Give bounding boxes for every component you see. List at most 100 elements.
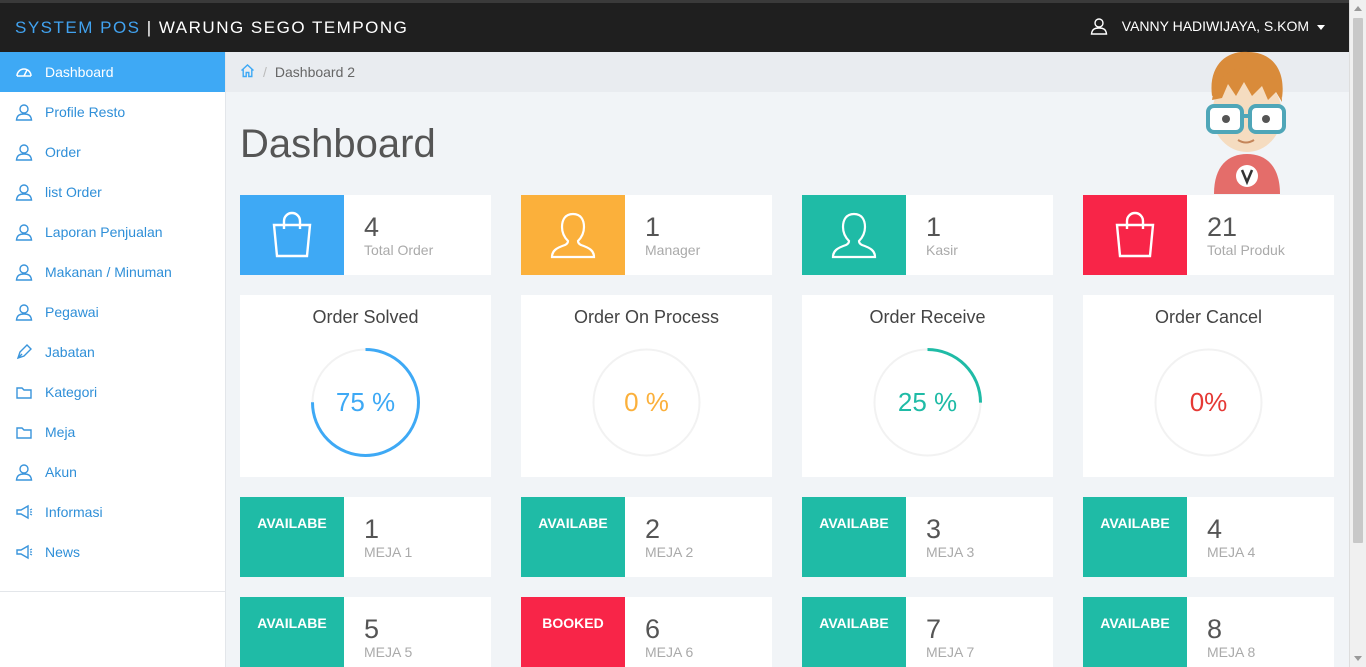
breadcrumb: / Dashboard 2	[226, 52, 1349, 92]
sidebar-item-label: Meja	[45, 424, 76, 440]
table-card[interactable]: AVAILABE 2 MEJA 2	[521, 497, 772, 577]
sidebar-item-pegawai[interactable]: Pegawai	[0, 292, 225, 332]
stat-value: 1	[645, 212, 661, 242]
gauge-title: Order Solved	[312, 307, 419, 327]
table-card[interactable]: AVAILABE 3 MEJA 3	[802, 497, 1053, 577]
table-number: 1	[364, 514, 380, 544]
sidebar-item-makanan-minuman[interactable]: Makanan / Minuman	[0, 252, 225, 292]
sidebar-item-informasi[interactable]: Informasi	[0, 492, 225, 532]
sidebar-item-list-order[interactable]: list Order	[0, 172, 225, 212]
sidebar-item-label: Pegawai	[45, 304, 99, 320]
stat-label: Total Produk	[1207, 242, 1285, 258]
table-status: AVAILABE	[1100, 515, 1170, 531]
sidebar-item-akun[interactable]: Akun	[0, 452, 225, 492]
shopping-bag-icon	[1083, 195, 1187, 275]
home-icon[interactable]	[240, 63, 255, 81]
table-number: 6	[645, 614, 661, 644]
sidebar-item-laporan-penjualan[interactable]: Laporan Penjualan	[0, 212, 225, 252]
stat-card[interactable]: 1 Kasir	[802, 195, 1053, 275]
user-icon	[15, 463, 33, 481]
table-status-tile	[521, 597, 625, 667]
table-status: AVAILABE	[538, 515, 608, 531]
progress-ring-arc	[311, 348, 420, 457]
table-card[interactable]: AVAILABE 1 MEJA 1	[240, 497, 491, 577]
sidebar-item-kategori[interactable]: Kategori	[0, 372, 225, 412]
sidebar-item-profile-resto[interactable]: Profile Resto	[0, 92, 225, 132]
user-icon	[15, 263, 33, 281]
scroll-up-icon[interactable]	[1354, 6, 1362, 11]
table-status-tile	[802, 497, 906, 577]
stat-card[interactable]: 4 Total Order	[240, 195, 491, 275]
sidebar-divider	[0, 591, 225, 592]
gauge-card: Order Solved 75 %	[240, 295, 491, 477]
user-icon	[15, 223, 33, 241]
sidebar-item-label: Informasi	[45, 504, 103, 520]
progress-ring	[1154, 348, 1263, 457]
table-card[interactable]: AVAILABE 5 MEJA 5	[240, 597, 491, 667]
user-name: VANNY HADIWIJAYA, S.KOM	[1121, 18, 1309, 34]
gauge-card: Order Receive 25 %	[802, 295, 1053, 477]
table-status: AVAILABE	[1100, 615, 1170, 631]
stat-value: 1	[926, 212, 942, 242]
table-number: 8	[1207, 614, 1223, 644]
gauge-value: 25 %	[897, 387, 958, 417]
user-menu[interactable]: VANNY HADIWIJAYA, S.KOM	[1090, 17, 1325, 35]
table-number: 5	[364, 614, 380, 644]
user-icon	[521, 195, 625, 275]
stat-card[interactable]: 21 Total Produk	[1083, 195, 1334, 275]
caret-down-icon	[1317, 24, 1325, 30]
sidebar-item-dashboard[interactable]: Dashboard	[0, 52, 225, 92]
user-icon	[802, 195, 906, 275]
sidebar-item-label: Laporan Penjualan	[45, 224, 163, 240]
sidebar-item-label: Akun	[45, 464, 77, 480]
sidebar-item-label: Kategori	[45, 384, 98, 400]
table-card[interactable]: AVAILABE 4 MEJA 4	[1083, 497, 1334, 577]
progress-ring-track	[1154, 348, 1263, 457]
table-status-tile	[240, 497, 344, 577]
sidebar-item-jabatan[interactable]: Jabatan	[0, 332, 225, 372]
table-status: AVAILABE	[819, 615, 889, 631]
user-icon	[15, 303, 33, 321]
table-status: AVAILABE	[257, 615, 327, 631]
sidebar: Dashboard Profile Resto Order list Order Lap…	[0, 52, 226, 667]
sidebar-item-label: Profile Resto	[45, 104, 126, 120]
progress-ring	[873, 348, 982, 457]
user-icon	[15, 103, 33, 121]
folder-icon	[15, 423, 33, 441]
progress-ring	[592, 348, 701, 457]
stat-card[interactable]: 1 Manager	[521, 195, 772, 275]
top-navbar: SYSTEM POS | WARUNG SEGO TEMPONG VANNY H…	[0, 0, 1349, 52]
sidebar-item-news[interactable]: News	[0, 532, 225, 572]
table-card[interactable]: BOOKED 6 MEJA 6	[521, 597, 772, 667]
table-card[interactable]: AVAILABE 8 MEJA 8	[1083, 597, 1334, 667]
gauge-card: Order Cancel 0%	[1083, 295, 1334, 477]
sidebar-item-label: Dashboard	[45, 64, 114, 80]
brand[interactable]: SYSTEM POS | WARUNG SEGO TEMPONG	[15, 18, 408, 38]
stat-value: 4	[364, 212, 380, 242]
sidebar-menu: Dashboard Profile Resto Order list Order Lap…	[0, 52, 225, 572]
table-label: MEJA 4	[1207, 544, 1256, 560]
table-label: MEJA 5	[364, 644, 413, 660]
sidebar-item-label: Jabatan	[45, 344, 95, 360]
table-status: AVAILABE	[257, 515, 327, 531]
stat-label: Manager	[645, 242, 701, 258]
megaphone-icon	[15, 503, 33, 521]
scroll-down-icon[interactable]	[1354, 656, 1362, 661]
sidebar-item-order[interactable]: Order	[0, 132, 225, 172]
sidebar-item-meja[interactable]: Meja	[0, 412, 225, 452]
table-label: MEJA 2	[645, 544, 694, 560]
table-number: 2	[645, 514, 661, 544]
shopping-bag-icon	[240, 195, 344, 275]
page-scrollbar[interactable]	[1349, 0, 1366, 667]
table-label: MEJA 1	[364, 544, 413, 560]
table-number: 7	[926, 614, 942, 644]
table-status-tile	[1083, 597, 1187, 667]
sidebar-item-label: list Order	[45, 184, 102, 200]
gauge-title: Order Receive	[869, 307, 986, 327]
progress-ring-track	[592, 348, 701, 457]
progress-ring	[311, 348, 420, 457]
scrollbar-thumb[interactable]	[1353, 18, 1363, 543]
dashboard-icon	[15, 63, 33, 81]
table-card[interactable]: AVAILABE 7 MEJA 7	[802, 597, 1053, 667]
brand-system: SYSTEM POS	[15, 18, 141, 37]
